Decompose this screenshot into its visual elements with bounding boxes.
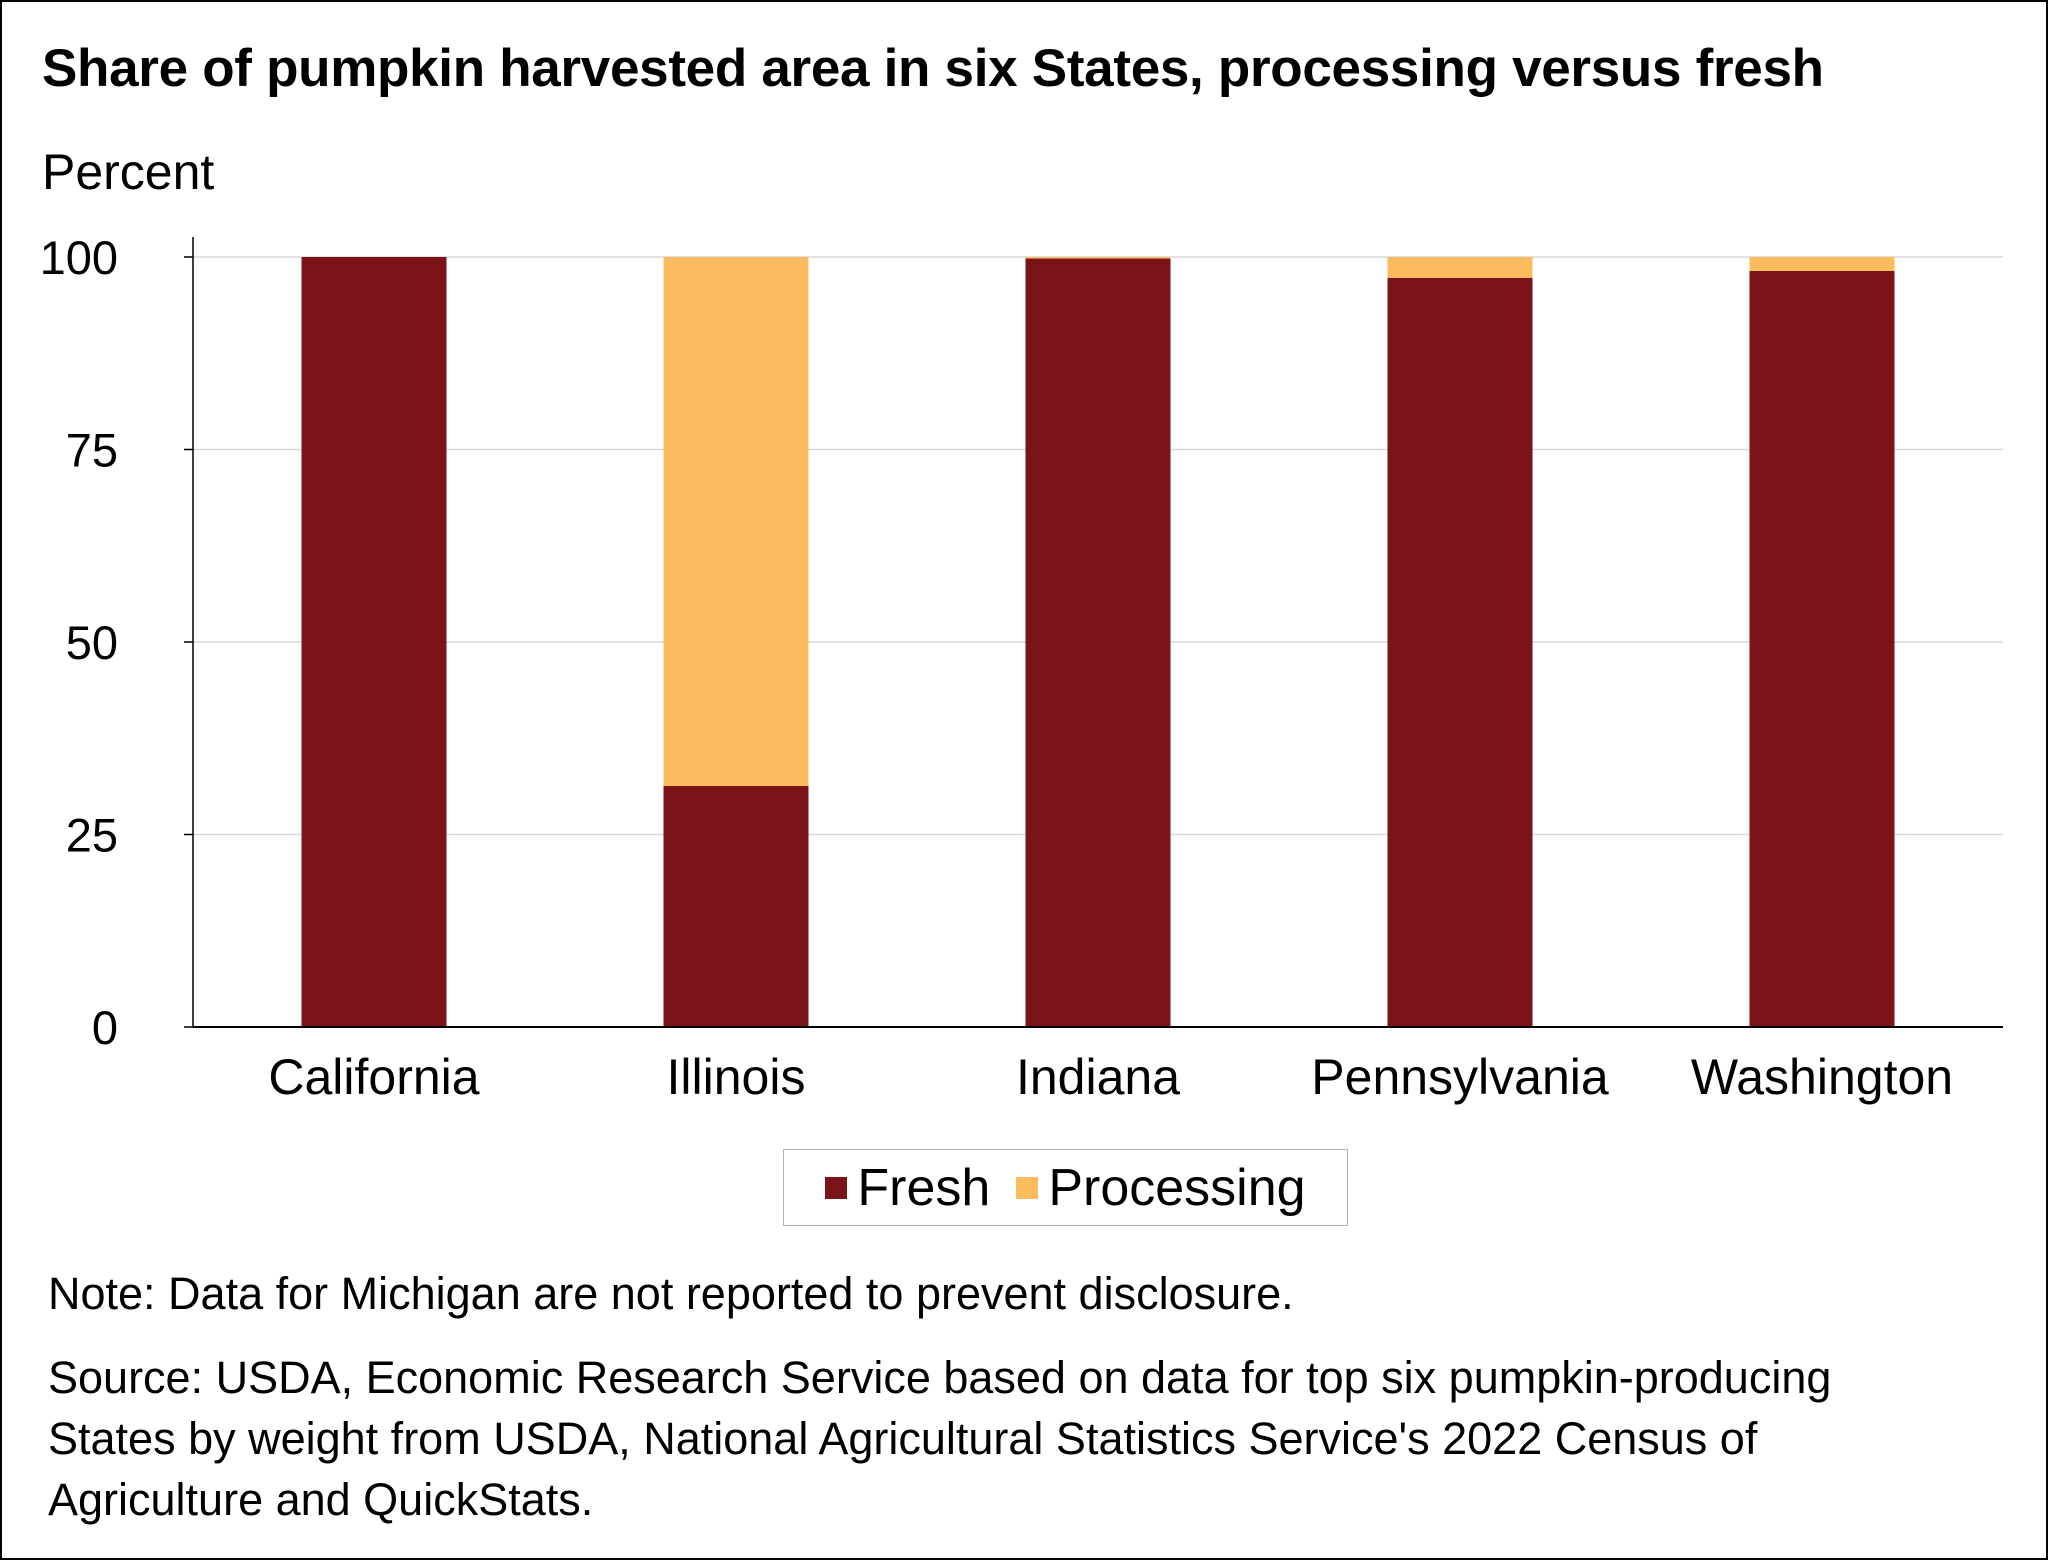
y-tick-label-100: 100 — [40, 231, 118, 284]
bar-processing-washington — [1749, 257, 1895, 271]
source-text: Source: USDA, Economic Research Service … — [48, 1352, 1832, 1525]
legend-item-fresh: Fresh — [825, 1158, 990, 1218]
legend-label-processing: Processing — [1048, 1158, 1306, 1217]
legend: Fresh Processing — [783, 1149, 1348, 1226]
category-label-pennsylvania: Pennsylvania — [1311, 1049, 1609, 1105]
legend-swatch-fresh — [825, 1176, 848, 1199]
category-label-washington: Washington — [1691, 1049, 1953, 1105]
bar-fresh-california — [301, 257, 447, 1027]
legend-item-processing: Processing — [1016, 1158, 1306, 1218]
y-tick-label-50: 50 — [66, 616, 118, 669]
bar-fresh-illinois — [663, 785, 809, 1027]
note-text: Note: Data for Michigan are not reported… — [48, 1268, 1294, 1319]
category-label-indiana: Indiana — [1016, 1049, 1180, 1105]
bars — [301, 257, 1895, 1027]
bar-processing-illinois — [663, 257, 809, 786]
bar-fresh-washington — [1749, 270, 1895, 1027]
y-tick-label-0: 0 — [92, 1001, 118, 1054]
category-label-california: California — [268, 1049, 479, 1105]
y-tick-label-25: 25 — [66, 809, 118, 862]
y-tick-label-75: 75 — [66, 424, 118, 477]
bar-fresh-pennsylvania — [1387, 277, 1533, 1027]
y-tick-labels: 0 25 50 75 100 — [40, 231, 118, 1054]
bar-processing-indiana — [1025, 257, 1171, 259]
category-labels: California Illinois Indiana Pennsylvania Was… — [268, 1049, 1953, 1105]
bar-chart: 0 25 50 75 100 California Illinois Indiana Penn… — [40, 231, 2003, 1105]
y-axis-unit-label: Percent — [42, 144, 215, 200]
legend-label-fresh: Fresh — [857, 1158, 991, 1217]
category-label-illinois: Illinois — [667, 1049, 806, 1105]
axes — [184, 237, 2003, 1028]
legend-swatch-processing — [1016, 1176, 1039, 1199]
bar-processing-pennsylvania — [1387, 257, 1533, 278]
bar-fresh-indiana — [1025, 258, 1171, 1027]
chart-title: Share of pumpkin harvested area in six S… — [42, 39, 1824, 98]
